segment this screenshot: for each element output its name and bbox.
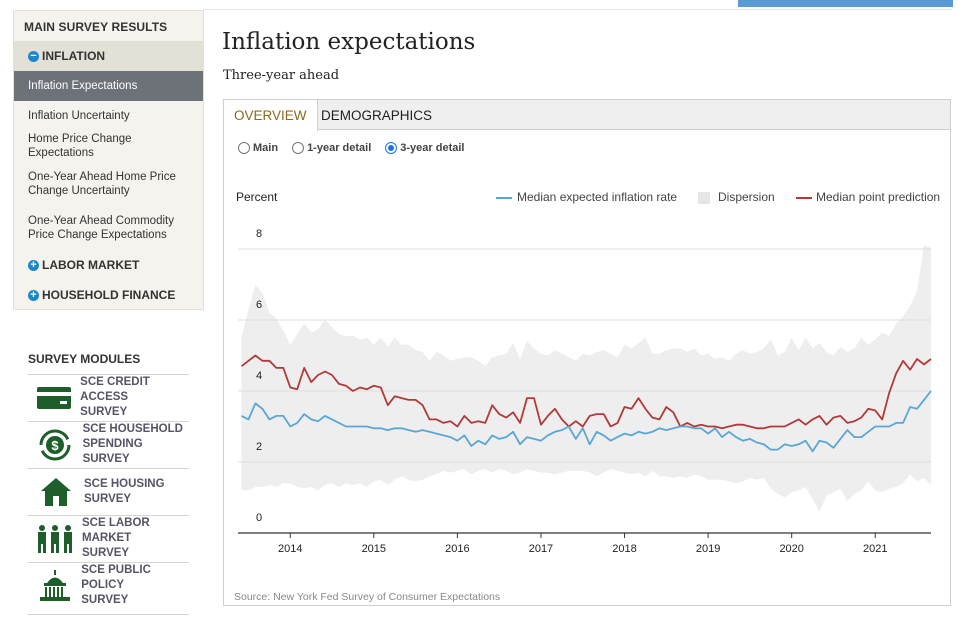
module-labor-market[interactable]: SCE LABOR MARKET SURVEY — [28, 515, 189, 561]
sidebar-heading: MAIN SURVEY RESULTS — [24, 20, 168, 34]
svg-text:$: $ — [52, 438, 60, 453]
module-label-line1: SCE LABOR MARKET — [82, 517, 150, 544]
radio-circle-checked-icon — [385, 142, 398, 154]
module-label: SCE LABOR MARKET SURVEY — [82, 516, 189, 561]
module-label-line1: SCE PUBLIC POLICY — [81, 564, 151, 591]
y-axis-label: Percent — [236, 190, 278, 204]
sidebar-item-label: Home Price Change Expectations — [28, 133, 132, 159]
sidebar-item-home-price-change-expectations[interactable]: Home Price Change Expectations — [14, 131, 203, 161]
y-tick-label: 2 — [256, 441, 262, 453]
module-label-line1: SCE CREDIT ACCESS — [80, 376, 150, 403]
radio-circle-icon — [292, 142, 305, 154]
sidebar-section-label: LABOR MARKET — [42, 258, 140, 272]
legend-median-label: Median expected inflation rate — [517, 190, 677, 204]
view-radio-group: Main 1-year detail 3-year detail — [238, 142, 478, 154]
sidebar-section-labor-market[interactable]: + LABOR MARKET — [14, 250, 203, 280]
y-tick-label: 0 — [256, 512, 262, 524]
x-tick-label: 2015 — [362, 543, 386, 555]
module-housing[interactable]: SCE HOUSING SURVEY — [28, 468, 189, 514]
sidebar-section-label: HOUSEHOLD FINANCE — [42, 288, 176, 302]
module-label-line2: SPENDING SURVEY — [82, 438, 143, 465]
module-label-line2: SURVEY — [81, 594, 129, 606]
sidebar-nav: MAIN SURVEY RESULTS − INFLATION Inflatio… — [13, 10, 204, 310]
sidebar-item-home-price-uncertainty[interactable]: One-Year Ahead Home Price Change Uncerta… — [14, 162, 203, 206]
tab-bar: OVERVIEW DEMOGRAPHICS — [224, 100, 950, 131]
x-tick-label: 2019 — [696, 543, 720, 555]
module-label: SCE CREDIT ACCESS SURVEY — [80, 375, 189, 420]
survey-modules-heading: SURVEY MODULES — [28, 352, 141, 366]
sidebar-item-inflation-expectations[interactable]: Inflation Expectations — [14, 71, 203, 101]
x-tick-label: 2016 — [445, 543, 469, 555]
tab-demographics[interactable]: DEMOGRAPHICS — [321, 108, 433, 123]
radio-label: Main — [253, 142, 279, 154]
module-label: SCE HOUSING SURVEY — [84, 477, 165, 507]
radio-label: 3-year detail — [400, 142, 465, 154]
series-median-point-prediction — [240, 354, 932, 430]
sidebar-section-label: INFLATION — [42, 49, 106, 63]
module-label-line1: SCE HOUSING — [84, 477, 165, 490]
radio-circle-icon — [238, 142, 250, 154]
module-label-line2: SURVEY — [84, 492, 132, 505]
sidebar-item-commodity-price-expectations[interactable]: One-Year Ahead Commodity Price Change Ex… — [14, 207, 203, 249]
y-tick-label: 8 — [256, 228, 262, 240]
page-subtitle: Three-year ahead — [223, 68, 340, 83]
legend-point-label: Median point prediction — [816, 190, 940, 204]
inflation-chart: Percent Median expected inflation rate Dis… — [236, 190, 940, 555]
x-tick-label: 2021 — [863, 543, 887, 555]
sidebar-section-inflation[interactable]: − INFLATION — [14, 41, 203, 71]
module-public-policy[interactable]: SCE PUBLIC POLICY SURVEY — [28, 562, 189, 608]
module-label-line2: SURVEY — [80, 406, 128, 418]
sidebar-item-label: One-Year Ahead Commodity Price Change Ex… — [28, 215, 174, 241]
x-tick-label: 2017 — [529, 543, 553, 555]
module-label: SCE HOUSEHOLD SPENDING SURVEY — [83, 422, 189, 467]
chart-source-note: Source: New York Fed Survey of Consumer … — [234, 591, 501, 603]
top-accent-bar — [738, 0, 953, 7]
x-tick-label: 2020 — [779, 543, 803, 555]
radio-1-year-detail[interactable]: 1-year detail — [292, 142, 371, 154]
header-divider — [204, 9, 952, 10]
module-label: SCE PUBLIC POLICY SURVEY — [81, 563, 189, 608]
y-tick-label: 6 — [256, 299, 262, 311]
legend-dispersion-label: Dispersion — [718, 190, 775, 204]
module-credit-access[interactable]: SCE CREDIT ACCESS SURVEY — [28, 374, 189, 420]
x-tick-label: 2014 — [278, 543, 302, 555]
sidebar-item-label: One-Year Ahead Home Price Change Uncerta… — [28, 171, 176, 197]
workers-icon — [36, 521, 74, 557]
dollar-cycle-icon: $ — [36, 427, 75, 463]
dispersion-band — [241, 245, 931, 512]
radio-label: 1-year detail — [307, 142, 372, 154]
radio-main[interactable]: Main — [238, 142, 278, 154]
plus-circle-icon: + — [28, 289, 39, 301]
radio-3-year-detail[interactable]: 3-year detail — [385, 142, 464, 154]
modules-bottom-divider — [28, 614, 189, 615]
x-tick-label: 2018 — [612, 543, 636, 555]
house-icon — [36, 474, 76, 510]
credit-card-icon — [36, 380, 72, 416]
legend-dispersion-swatch — [698, 192, 710, 204]
tab-overview[interactable]: OVERVIEW — [224, 100, 318, 131]
plus-circle-icon: + — [28, 259, 39, 271]
series-median-expected-inflation — [241, 390, 932, 453]
module-household-spending[interactable]: $ SCE HOUSEHOLD SPENDING SURVEY — [28, 421, 189, 467]
module-label-line1: SCE HOUSEHOLD — [82, 423, 183, 435]
sidebar-section-household-finance[interactable]: + HOUSEHOLD FINANCE — [14, 280, 203, 310]
page-title: Inflation expectations — [222, 29, 476, 55]
sidebar-item-label: Inflation Expectations — [28, 80, 138, 92]
y-tick-label: 4 — [256, 370, 262, 382]
chart-panel: OVERVIEW DEMOGRAPHICS Main 1-year detail… — [223, 99, 951, 606]
module-label-line2: SURVEY — [82, 547, 130, 559]
sidebar-item-inflation-uncertainty[interactable]: Inflation Uncertainty — [14, 101, 203, 131]
capitol-icon — [36, 568, 73, 604]
minus-circle-icon: − — [28, 50, 39, 62]
sidebar-item-label: Inflation Uncertainty — [28, 110, 130, 122]
